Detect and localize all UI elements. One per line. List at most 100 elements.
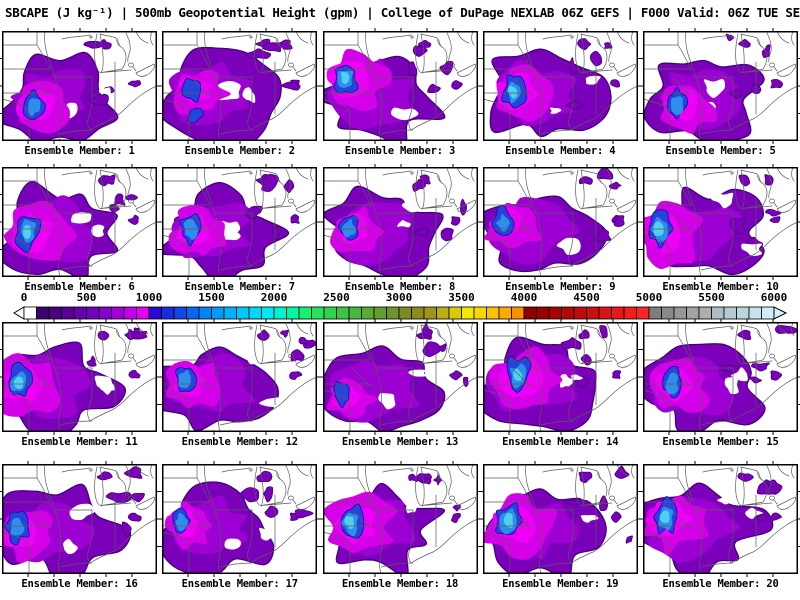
colorbar-tick-label: 6000 bbox=[760, 291, 788, 304]
panel-map bbox=[158, 163, 321, 281]
panel-map bbox=[639, 163, 800, 281]
cape-fill bbox=[162, 173, 300, 277]
panel-border bbox=[322, 322, 478, 432]
panel-label: Ensemble Member: 9 bbox=[505, 281, 616, 293]
colorbar-tick-label: 2500 bbox=[323, 291, 350, 304]
ensemble-panel: Ensemble Member: 15 bbox=[639, 318, 800, 448]
panel-label: Ensemble Member: 14 bbox=[502, 436, 619, 448]
panel-border bbox=[2, 167, 157, 277]
ensemble-panel: Ensemble Member: 19 bbox=[479, 460, 642, 590]
ensemble-panel: Ensemble Member: 13 bbox=[319, 318, 481, 448]
cape-fill bbox=[162, 470, 314, 574]
panel-border bbox=[482, 31, 638, 141]
panel-label: Ensemble Member: 3 bbox=[344, 145, 456, 157]
colorbar-tick-label: 2000 bbox=[260, 291, 288, 304]
cape-fill bbox=[643, 472, 783, 574]
colorbar-tick-label: 1500 bbox=[198, 291, 225, 304]
panel-map bbox=[319, 27, 481, 145]
page-title: SBCAPE (J kg⁻¹) | 500mb Geopotential Hei… bbox=[5, 5, 800, 20]
colorbar-tick-label: 4500 bbox=[573, 291, 600, 304]
panel-label: Ensemble Member: 13 bbox=[341, 436, 459, 448]
panel-border bbox=[322, 464, 478, 574]
panel-map bbox=[319, 460, 481, 578]
colorbar-tick-label: 5500 bbox=[698, 291, 725, 304]
panel-border bbox=[2, 31, 157, 141]
colorbar-tick-label: 500 bbox=[76, 291, 97, 304]
panel-label: Ensemble Member: 12 bbox=[181, 436, 299, 448]
cape-fill bbox=[489, 38, 620, 138]
colorbar-tick-label: 3000 bbox=[385, 291, 413, 304]
colorbar-left-arrow bbox=[13, 306, 25, 320]
panel-border bbox=[322, 167, 478, 277]
panel-map bbox=[639, 27, 800, 145]
panel-label: Ensemble Member: 6 bbox=[24, 281, 135, 293]
colorbar-tick-labels: 0 500 1000 1500 2000 2500 3000 3500 4000 4500 5000… bbox=[0, 291, 800, 304]
panel-row-2: Ensemble Member: 6 Ensemble Member: 7 Ense… bbox=[0, 163, 800, 293]
ensemble-panel: Ensemble Member: 2 bbox=[158, 27, 321, 157]
panel-label: Ensemble Member: 5 bbox=[665, 145, 776, 157]
panel-label: Ensemble Member: 19 bbox=[502, 578, 619, 590]
cape-fill bbox=[643, 33, 784, 141]
panel-map bbox=[158, 27, 321, 145]
panel-map bbox=[0, 27, 161, 145]
panel-label: Ensemble Member: 17 bbox=[181, 578, 299, 590]
cape-fill bbox=[322, 174, 467, 277]
colorbar-tick-label: 0 bbox=[20, 291, 28, 304]
ensemble-panel: Ensemble Member: 1 bbox=[0, 27, 161, 157]
panel-border bbox=[482, 464, 638, 574]
panel-border bbox=[162, 167, 318, 277]
panel-map bbox=[158, 460, 321, 578]
panel-row-1: Ensemble Member: 1 Ensemble Member: 2 Ense… bbox=[0, 27, 800, 157]
panel-label: Ensemble Member: 15 bbox=[662, 436, 779, 448]
panel-label: Ensemble Member: 11 bbox=[21, 436, 138, 448]
panel-map bbox=[479, 27, 642, 145]
cape-fill bbox=[482, 325, 621, 432]
panel-border bbox=[162, 322, 318, 432]
panel-map bbox=[479, 460, 642, 578]
ensemble-panel: Ensemble Member: 4 bbox=[479, 27, 642, 157]
ensemble-panel: Ensemble Member: 11 bbox=[0, 318, 161, 448]
panel-border bbox=[2, 464, 157, 574]
panel-map bbox=[158, 318, 321, 436]
ensemble-panel: Ensemble Member: 8 bbox=[319, 163, 481, 293]
panel-map bbox=[639, 318, 800, 436]
panel-border bbox=[2, 322, 157, 432]
colorbar-tick-label: 1000 bbox=[135, 291, 163, 304]
panel-label: Ensemble Member: 8 bbox=[344, 281, 456, 293]
ensemble-panel: Ensemble Member: 16 bbox=[0, 460, 161, 590]
panel-border bbox=[162, 464, 318, 574]
panel-label: Ensemble Member: 18 bbox=[341, 578, 459, 590]
cape-fill bbox=[2, 327, 148, 432]
ensemble-panel: Ensemble Member: 14 bbox=[479, 318, 642, 448]
panel-map bbox=[0, 163, 161, 281]
ensemble-panel: Ensemble Member: 7 bbox=[158, 163, 321, 293]
cape-fill bbox=[162, 38, 301, 141]
panel-row-4: Ensemble Member: 16 Ensemble Member: 17 En… bbox=[0, 460, 800, 590]
cape-fill bbox=[2, 466, 145, 574]
panel-border bbox=[322, 31, 478, 141]
colorbar-right-arrow bbox=[773, 306, 788, 320]
ensemble-panel: Ensemble Member: 10 bbox=[639, 163, 800, 293]
cape-fill bbox=[482, 465, 633, 574]
cape-fill bbox=[322, 323, 469, 432]
ensemble-panel: Ensemble Member: 18 bbox=[319, 460, 481, 590]
panel-label: Ensemble Member: 4 bbox=[505, 145, 616, 157]
panel-label: Ensemble Member: 10 bbox=[662, 281, 779, 293]
panel-label: Ensemble Member: 1 bbox=[24, 145, 135, 157]
panel-map bbox=[319, 318, 481, 436]
colorbar-tick-label: 5000 bbox=[635, 291, 663, 304]
panel-label: Ensemble Member: 2 bbox=[184, 145, 295, 157]
panel-map bbox=[479, 318, 642, 436]
colorbar: 0 500 1000 1500 2000 2500 3000 3500 4000 4500 5000… bbox=[0, 291, 800, 323]
ensemble-panel: Ensemble Member: 17 bbox=[158, 460, 321, 590]
colorbar-tick-label: 3500 bbox=[448, 291, 475, 304]
panel-label: Ensemble Member: 20 bbox=[662, 578, 779, 590]
panel-border bbox=[162, 31, 318, 141]
panel-border bbox=[643, 31, 798, 141]
panel-map bbox=[639, 460, 800, 578]
panel-row-3: Ensemble Member: 11 Ensemble Member: 12 En… bbox=[0, 318, 800, 448]
panel-border bbox=[643, 464, 798, 574]
colorbar-bar bbox=[13, 306, 788, 320]
panel-border bbox=[482, 322, 638, 432]
